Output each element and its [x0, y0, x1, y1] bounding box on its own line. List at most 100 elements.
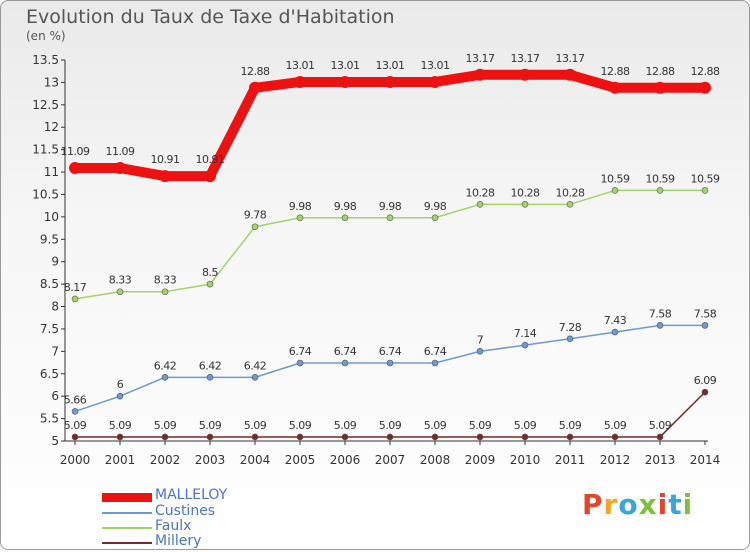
legend-swatch [102, 492, 152, 502]
y-tick-label: 10 [44, 210, 59, 224]
data-label-faulx: 9.78 [244, 209, 267, 222]
x-tick-label: 2009 [465, 453, 496, 467]
data-label-malleloy: 13.01 [376, 59, 405, 72]
data-point-malleloy [294, 75, 306, 88]
y-tick-label: 11 [44, 165, 59, 179]
data-point-malleloy [159, 170, 171, 183]
data-point-faulx [116, 288, 124, 296]
y-tick-label: 5.5 [40, 412, 59, 426]
data-point-millery [71, 433, 79, 441]
data-label-custines: 6.74 [334, 345, 357, 358]
proxiti-logo: Proxiti [582, 488, 694, 521]
data-label-malleloy: 12.88 [241, 65, 270, 78]
data-label-malleloy: 13.01 [421, 59, 450, 72]
data-point-millery [341, 433, 349, 441]
legend-swatch [102, 512, 152, 514]
x-tick-label: 2006 [330, 453, 361, 467]
y-tick-label: 9.5 [40, 232, 59, 246]
data-label-malleloy: 13.17 [511, 52, 540, 65]
data-label-faulx: 8.5 [202, 266, 218, 279]
data-label-millery: 5.09 [559, 419, 582, 432]
data-point-malleloy [429, 75, 441, 88]
data-point-custines [431, 359, 439, 367]
data-label-faulx: 9.98 [379, 200, 402, 213]
data-point-malleloy [519, 68, 531, 81]
data-label-malleloy: 13.01 [286, 59, 315, 72]
data-label-custines: 6 [117, 378, 124, 391]
data-point-malleloy [249, 81, 261, 94]
data-label-malleloy: 13.01 [331, 59, 360, 72]
y-tick-label: 11.5 [32, 143, 59, 157]
data-point-faulx [71, 295, 79, 303]
x-tick-label: 2004 [240, 453, 271, 467]
data-point-custines [566, 335, 574, 343]
data-point-custines [341, 359, 349, 367]
data-point-millery [476, 433, 484, 441]
data-point-millery [296, 433, 304, 441]
data-point-millery [656, 433, 664, 441]
legend-label: MALLELOY [155, 487, 228, 503]
data-label-millery: 5.09 [244, 419, 267, 432]
x-tick-label: 2002 [150, 453, 181, 467]
data-label-custines: 7.14 [514, 327, 537, 340]
y-tick-label: 5 [51, 434, 59, 448]
x-tick-label: 2001 [105, 453, 136, 467]
data-label-millery: 5.09 [64, 419, 87, 432]
chart-unit-label: (en %) [26, 29, 66, 43]
data-label-malleloy: 12.88 [601, 65, 630, 78]
data-label-custines: 7.43 [604, 314, 627, 327]
data-point-malleloy [609, 81, 621, 94]
data-label-malleloy: 12.88 [691, 65, 720, 78]
legend-label: Faulx [155, 518, 192, 534]
data-point-malleloy [699, 81, 711, 94]
x-tick-label: 2005 [285, 453, 316, 467]
chart-title: Evolution du Taux de Taxe d'Habitation [26, 6, 395, 28]
data-point-custines [206, 374, 214, 381]
data-point-millery [566, 433, 574, 441]
data-point-millery [386, 433, 394, 441]
data-label-custines: 7.58 [649, 307, 672, 320]
data-point-custines [476, 348, 484, 355]
data-label-millery: 5.09 [649, 419, 672, 432]
data-label-custines: 6.74 [379, 345, 402, 358]
legend-label: Millery [155, 533, 202, 549]
data-point-faulx [206, 280, 214, 288]
x-tick-label: 2010 [510, 453, 541, 467]
data-label-malleloy: 11.09 [106, 145, 135, 158]
data-label-malleloy: 10.91 [196, 153, 225, 166]
data-label-custines: 6.74 [424, 345, 447, 358]
data-point-faulx [701, 187, 709, 194]
x-tick-label: 2003 [195, 453, 226, 467]
y-tick-label: 7 [51, 344, 59, 358]
data-label-millery: 5.09 [469, 419, 492, 432]
data-point-malleloy [114, 162, 126, 175]
y-tick-label: 8 [51, 300, 59, 314]
data-point-custines [701, 322, 709, 329]
data-label-faulx: 10.28 [556, 186, 585, 199]
data-point-faulx [296, 214, 304, 222]
data-point-faulx [611, 187, 619, 194]
data-point-custines [161, 374, 169, 381]
y-tick-label: 6.5 [40, 367, 59, 381]
data-point-millery [161, 433, 169, 441]
data-point-custines [116, 392, 124, 400]
data-point-faulx [161, 288, 169, 296]
data-label-custines: 6.42 [199, 359, 222, 372]
data-label-millery: 5.09 [334, 419, 357, 432]
data-point-faulx [251, 223, 259, 231]
data-label-faulx: 8.33 [154, 274, 177, 287]
y-tick-label: 12 [44, 120, 59, 134]
data-point-faulx [521, 201, 529, 208]
data-label-custines: 6.42 [244, 359, 267, 372]
x-tick-label: 2011 [555, 453, 586, 467]
data-label-millery: 5.09 [199, 419, 222, 432]
data-point-malleloy [654, 81, 666, 94]
data-label-faulx: 9.98 [424, 200, 447, 213]
data-point-custines [71, 408, 79, 415]
x-tick-label: 2014 [690, 453, 721, 467]
data-label-custines: 6.74 [289, 345, 312, 358]
data-point-faulx [566, 201, 574, 208]
legend-swatch [102, 542, 152, 544]
data-point-malleloy [474, 68, 486, 81]
data-label-millery: 5.09 [424, 419, 447, 432]
